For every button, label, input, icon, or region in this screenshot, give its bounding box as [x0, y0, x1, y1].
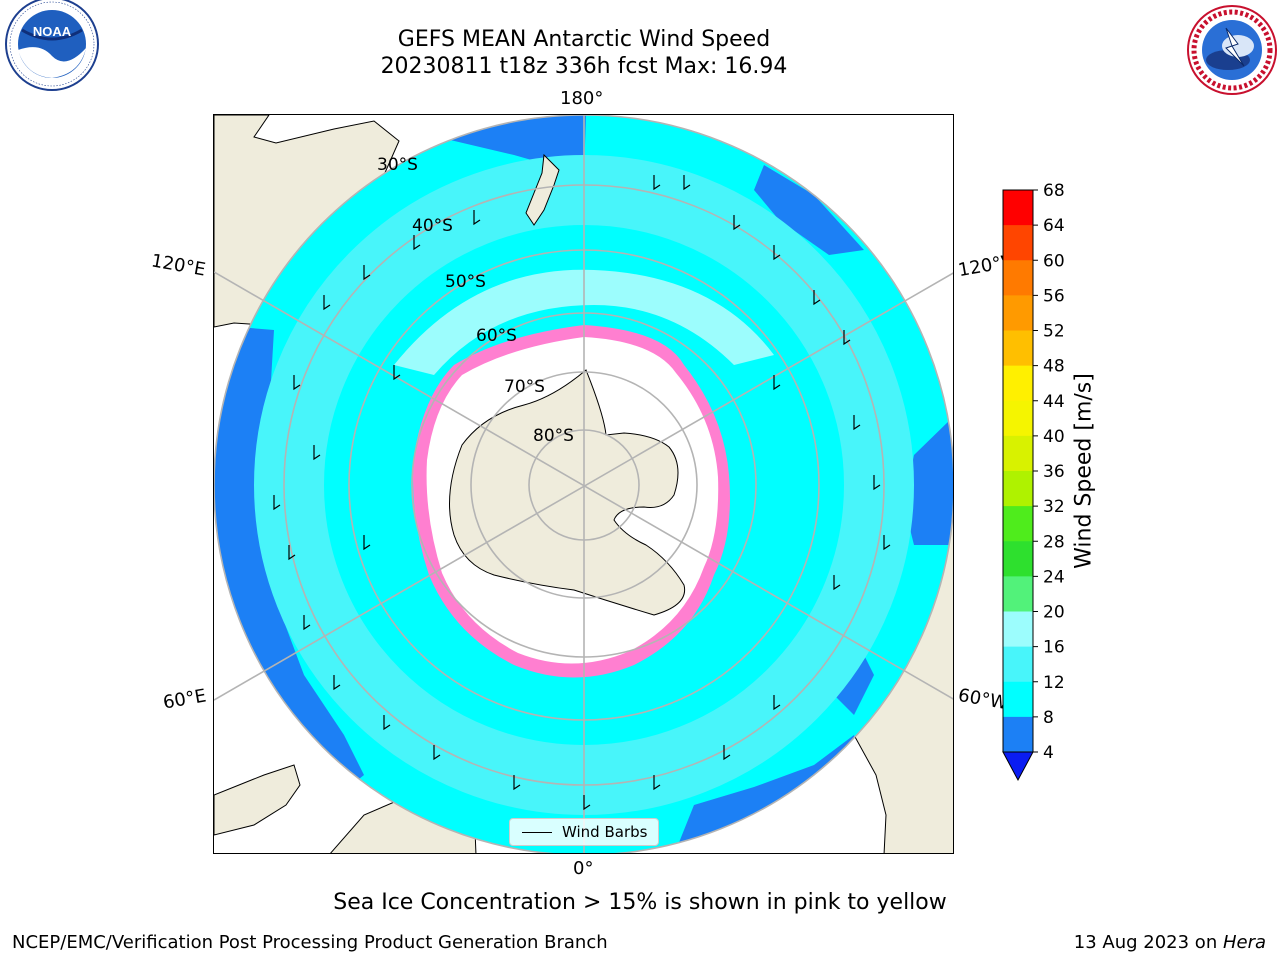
footer-date-text: 13 Aug 2023 on [1073, 932, 1223, 953]
lon-label-0: 0° [573, 858, 594, 879]
colorbar-segment [1003, 260, 1033, 296]
land-madagascar [214, 764, 301, 836]
colorbar-tick-label: 40 [1043, 427, 1065, 447]
lon-label-180: 180° [560, 88, 604, 109]
lat-label-40s: 40°S [412, 216, 453, 236]
svg-text:NOAA: NOAA [33, 24, 72, 39]
colorbar-tick-label: 64 [1043, 216, 1065, 236]
colorbar-tick-label: 60 [1043, 251, 1065, 271]
colorbar-segment [1003, 400, 1033, 437]
sea-ice-caption: Sea Ice Concentration > 15% is shown in … [333, 890, 947, 915]
land-antarctica [449, 369, 686, 616]
colorbar-tick-label: 24 [1043, 567, 1065, 587]
noaa-logo: NOAA [5, 0, 99, 91]
colorbar-segment [1003, 330, 1033, 367]
colorbar-tick-label: 16 [1043, 638, 1065, 658]
wind-field-16-20 [394, 269, 774, 375]
colorbar-segment [1003, 716, 1033, 753]
colorbar-tick-label: 68 [1043, 181, 1065, 201]
map-title: GEFS MEAN Antarctic Wind Speed [397, 27, 771, 52]
land-new-zealand [525, 153, 560, 226]
colorbar-segment [1003, 295, 1033, 331]
colorbar-segment [1003, 506, 1033, 542]
colorbar-tick-label: 36 [1043, 462, 1065, 482]
map-subtitle: 20230811 t18z 336h fcst Max: 16.94 [380, 54, 788, 79]
colorbar-tick-label: 52 [1043, 322, 1065, 342]
colorbar-segment [1003, 611, 1033, 648]
colorbar-segment [1003, 541, 1033, 577]
wind-barbs [273, 175, 891, 811]
lon-label-60e: 60°E [161, 685, 208, 714]
colorbar-tick-label: 48 [1043, 357, 1065, 377]
colorbar-segment [1003, 190, 1033, 226]
colorbar-segment [1003, 365, 1033, 402]
footer-date: 13 Aug 2023 on Hera [1074, 932, 1266, 953]
colorbar-tick-label: 4 [1043, 743, 1054, 763]
wind-field-4-8-northeast [754, 165, 864, 255]
colorbar-tick-label: 20 [1043, 603, 1065, 623]
colorbar-tick-label: 44 [1043, 392, 1065, 412]
colorbar-segment [1003, 646, 1033, 683]
lat-label-70s: 70°S [504, 377, 545, 397]
lat-label-50s: 50°S [445, 272, 486, 292]
lat-label-80s: 80°S [533, 426, 574, 446]
colorbar-tick-label: 28 [1043, 532, 1065, 552]
colorbar-tick-label: 8 [1043, 708, 1054, 728]
lat-label-30s: 30°S [377, 155, 418, 175]
colorbar-segment [1003, 225, 1033, 261]
map-legend: Wind Barbs [509, 818, 659, 846]
wind-field-4-8-east [904, 415, 953, 545]
legend-wind-barbs-label: Wind Barbs [562, 823, 648, 841]
lon-label-120e: 120°E [149, 250, 208, 281]
colorbar-segment [1003, 471, 1033, 507]
nws-logo [1187, 5, 1277, 95]
lat-label-60s: 60°S [476, 326, 517, 346]
colorbar-label: Wind Speed [m/s] [1071, 373, 1097, 569]
footer-organization: NCEP/EMC/Verification Post Processing Pr… [12, 932, 608, 953]
colorbar-tick-label: 32 [1043, 497, 1065, 517]
colorbar-segment [1003, 681, 1033, 718]
colorbar-extend-min [1002, 751, 1034, 782]
colorbar-segment [1003, 576, 1033, 612]
polar-map: 30°S 40°S 50°S 60°S 70°S 80°S Wind Barbs [213, 114, 954, 854]
colorbar-tick-label: 12 [1043, 673, 1065, 693]
footer-machine: Hera [1222, 932, 1266, 953]
colorbar-segment [1003, 435, 1033, 472]
graticule [214, 115, 953, 853]
colorbar-tick-label: 56 [1043, 286, 1065, 306]
legend-wind-barb-swatch [522, 832, 552, 833]
